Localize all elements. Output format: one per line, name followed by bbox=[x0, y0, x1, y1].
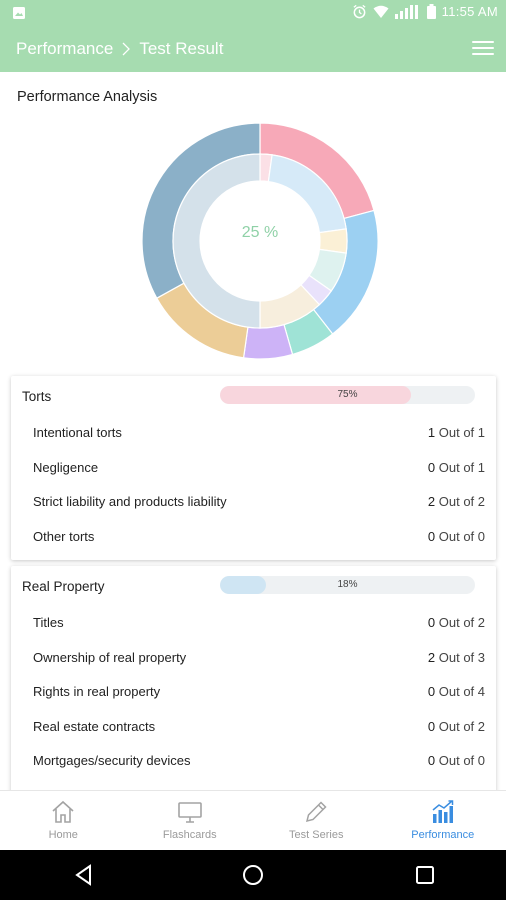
topic-total-text: Out of 4 bbox=[438, 684, 485, 699]
topic-correct-count: 0 bbox=[427, 684, 436, 699]
topic-correct-count: 2 bbox=[427, 649, 436, 665]
topic-correct-count: 0 bbox=[427, 459, 436, 475]
topic-label: Negligence bbox=[33, 459, 99, 475]
app-bar: Performance Test Result bbox=[0, 26, 506, 72]
battery-icon bbox=[426, 4, 436, 19]
breadcrumb-test-result: Test Result bbox=[139, 39, 224, 58]
chevron-right-icon bbox=[122, 42, 131, 56]
subject-card-header: Real Property 18% bbox=[11, 566, 496, 606]
nav-home-label: Home bbox=[48, 829, 78, 841]
topic-row: Titles 0 Out of 2 bbox=[11, 606, 496, 641]
system-navigation-bar bbox=[0, 850, 506, 900]
performance-donut-chart bbox=[142, 123, 378, 359]
topic-label: Titles bbox=[33, 615, 64, 630]
breadcrumb: Performance Test Result bbox=[16, 39, 223, 59]
clock-time: 11:55 AM bbox=[441, 4, 498, 19]
recents-icon[interactable] bbox=[413, 863, 437, 887]
donut-outer-segment bbox=[242, 323, 294, 359]
topic-correct-count: 1 bbox=[427, 425, 436, 440]
topic-score: 0 Out of 2 bbox=[428, 615, 485, 630]
back-icon[interactable] bbox=[72, 863, 96, 887]
signal-icon bbox=[394, 4, 418, 19]
bottom-navigation: Home Flashcards Test Series Performance bbox=[0, 790, 506, 850]
nav-flashcards[interactable]: Flashcards bbox=[127, 791, 254, 850]
topic-label: Mortgages/security devices bbox=[33, 753, 191, 768]
donut-inner-segment bbox=[172, 153, 261, 329]
topic-row: Rights in real property 0 Out of 4 bbox=[11, 675, 496, 710]
alarm-icon bbox=[353, 4, 366, 19]
home-icon bbox=[52, 800, 74, 823]
nav-performance[interactable]: Performance bbox=[380, 791, 506, 850]
topic-total-text: Out of 2 bbox=[438, 494, 485, 509]
topic-score: 2 Out of 3 bbox=[428, 650, 485, 665]
status-bar: 11:55 AM bbox=[0, 0, 506, 26]
topic-total-text: Out of 1 bbox=[438, 425, 485, 440]
topic-total-text: Out of 0 bbox=[438, 753, 485, 768]
topic-score: 1 Out of 1 bbox=[428, 425, 485, 440]
topic-score: 0 Out of 0 bbox=[428, 788, 485, 791]
topic-correct-count: 2 bbox=[427, 494, 436, 509]
monitor-icon bbox=[177, 802, 202, 823]
topic-row: Other torts 0 Out of 0 bbox=[11, 520, 496, 555]
topic-label: Intentional torts bbox=[33, 425, 122, 440]
pencil-icon bbox=[306, 801, 327, 823]
nav-test-series[interactable]: Test Series bbox=[253, 791, 380, 850]
topic-correct-count: 0 bbox=[428, 788, 435, 791]
subject-name: Real Property bbox=[22, 579, 105, 594]
topic-label: Real estate contracts bbox=[33, 718, 156, 734]
nav-test-series-label: Test Series bbox=[289, 829, 344, 841]
topic-label: Ownership of real property bbox=[33, 649, 187, 665]
topic-row: Real estate contracts 0 Out of 2 bbox=[11, 710, 496, 745]
nav-flashcards-label: Flashcards bbox=[162, 829, 217, 841]
image-icon bbox=[13, 7, 25, 19]
topic-score: 2 Out of 2 bbox=[428, 494, 485, 509]
breadcrumb-performance[interactable]: Performance bbox=[16, 39, 114, 58]
performance-content[interactable]: Performance Analysis 25 % Torts 75% Intent… bbox=[0, 72, 506, 790]
progress-fill bbox=[220, 386, 412, 404]
nav-home[interactable]: Home bbox=[0, 791, 127, 850]
topic-score: 0 Out of 2 bbox=[428, 719, 485, 734]
topic-score: 0 Out of 0 bbox=[428, 529, 485, 544]
topic-row: Mortgages/security devices 0 Out of 0 bbox=[11, 744, 496, 779]
topic-row: Ownership of real property 2 Out of 3 bbox=[11, 641, 496, 676]
subject-card: Real Property 18% Titles 0 Out of 2 Ownershi… bbox=[11, 566, 496, 790]
subject-card: Torts 75% Intentional torts 1 Out of 1 Negli… bbox=[11, 376, 496, 560]
topic-total-text: Out of 2 bbox=[438, 615, 485, 630]
topic-total-text: Out of 0 bbox=[439, 788, 485, 791]
progress-percent-label: 18% bbox=[337, 579, 358, 590]
progress-percent-label: 75% bbox=[337, 389, 358, 400]
progress-fill bbox=[220, 576, 266, 594]
subject-card-header: Torts 75% bbox=[11, 376, 496, 416]
topic-row: Cotenancy 0 Out of 0 bbox=[11, 779, 496, 791]
topic-correct-count: 0 bbox=[427, 753, 436, 768]
section-title: Performance Analysis bbox=[17, 89, 158, 105]
topic-label: Rights in real property bbox=[33, 684, 161, 699]
overall-score-label: 25 % bbox=[241, 224, 279, 241]
subject-progress-bar: 18% bbox=[220, 576, 475, 594]
topic-correct-count: 0 bbox=[427, 718, 436, 734]
topic-total-text: Out of 3 bbox=[438, 649, 485, 665]
topic-label: Other torts bbox=[33, 528, 95, 544]
topic-total-text: Out of 0 bbox=[438, 528, 485, 544]
topic-row: Strict liability and products liability 2… bbox=[11, 485, 496, 520]
subject-name: Torts bbox=[22, 389, 52, 404]
topic-row: Negligence 0 Out of 1 bbox=[11, 451, 496, 486]
topic-score: 0 Out of 4 bbox=[428, 684, 485, 699]
topic-score: 0 Out of 0 bbox=[428, 753, 485, 768]
hamburger-menu-icon[interactable] bbox=[472, 38, 494, 58]
subject-progress-bar: 75% bbox=[220, 386, 475, 404]
topic-correct-count: 0 bbox=[427, 615, 436, 630]
topic-total-text: Out of 1 bbox=[438, 459, 485, 475]
topic-row: Intentional torts 1 Out of 1 bbox=[11, 416, 496, 451]
topic-label: Cotenancy bbox=[33, 788, 95, 791]
topic-score: 0 Out of 1 bbox=[428, 460, 485, 475]
home-circle-icon[interactable] bbox=[241, 863, 265, 887]
topic-total-text: Out of 2 bbox=[438, 718, 485, 734]
topic-correct-count: 0 bbox=[427, 528, 436, 544]
wifi-icon bbox=[373, 5, 389, 18]
bar-chart-icon bbox=[432, 800, 453, 823]
nav-performance-label: Performance bbox=[411, 829, 475, 841]
topic-label: Strict liability and products liability bbox=[33, 494, 227, 509]
